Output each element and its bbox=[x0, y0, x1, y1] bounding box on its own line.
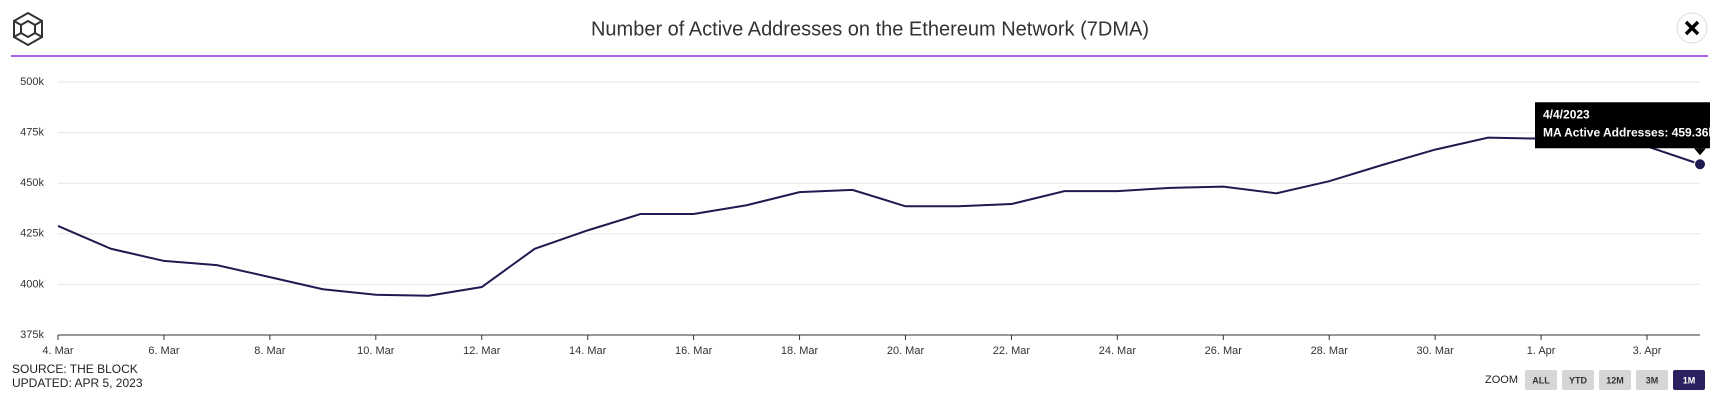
zoom-button-bg bbox=[1673, 370, 1705, 390]
chart-title: Number of Active Addresses on the Ethere… bbox=[591, 18, 1149, 40]
x-tick-label: 3. Apr bbox=[1633, 345, 1662, 357]
x-tick-label: 12. Mar bbox=[463, 345, 501, 357]
tooltip-box bbox=[1535, 102, 1710, 149]
zoom-button[interactable]: 1M bbox=[1673, 370, 1705, 390]
x-tick-label: 4. Mar bbox=[42, 345, 74, 357]
zoom-button[interactable]: YTD bbox=[1562, 370, 1594, 390]
tooltip-date: 4/4/2023 bbox=[1543, 107, 1590, 121]
zoom-button-label: YTD bbox=[1569, 375, 1588, 385]
x-tick-label: 28. Mar bbox=[1311, 345, 1349, 357]
x-tick-label: 18. Mar bbox=[781, 345, 819, 357]
x-tick-label: 6. Mar bbox=[148, 345, 180, 357]
updated: UPDATED: APR 5, 2023 bbox=[12, 376, 143, 390]
x-tick-label: 20. Mar bbox=[887, 345, 925, 357]
x-tick-label: 30. Mar bbox=[1417, 345, 1455, 357]
x-tick-label: 10. Mar bbox=[357, 345, 395, 357]
zoom-button-label: 12M bbox=[1606, 375, 1624, 385]
zoom-button-label: 3M bbox=[1646, 375, 1659, 385]
y-tick-label: 375k bbox=[20, 329, 44, 341]
logo bbox=[13, 11, 43, 47]
zoom-button-label: 1M bbox=[1683, 375, 1696, 385]
x-tick-label: 24. Mar bbox=[1099, 345, 1137, 357]
zoom-button[interactable]: ALL bbox=[1525, 370, 1557, 390]
tooltip-pointer bbox=[1694, 148, 1706, 156]
hover-point bbox=[1694, 158, 1706, 171]
zoom-buttons: ALL YTD 12M 3M 1M bbox=[1525, 370, 1705, 390]
zoom-button-bg bbox=[1636, 370, 1668, 390]
tooltip: 4/4/2023 MA Active Addresses: 459.36k bbox=[1535, 102, 1713, 156]
x-tick-label: 26. Mar bbox=[1205, 345, 1243, 357]
x-tick-label: 22. Mar bbox=[993, 345, 1031, 357]
y-tick-label: 425k bbox=[20, 228, 44, 240]
zoom-button[interactable]: 3M bbox=[1636, 370, 1668, 390]
x-tick-label: 1. Apr bbox=[1527, 345, 1556, 357]
zoom-button-label: ALL bbox=[1532, 375, 1550, 385]
data-line bbox=[57, 136, 1701, 297]
y-tick-label: 450k bbox=[20, 177, 44, 189]
source: SOURCE: THE BLOCK bbox=[12, 362, 138, 376]
zoom-button-bg bbox=[1599, 370, 1631, 390]
zoom-label: ZOOM bbox=[1485, 374, 1518, 386]
y-tick-label: 475k bbox=[20, 127, 44, 139]
zoom-button[interactable]: 12M bbox=[1599, 370, 1631, 390]
y-tick-label: 500k bbox=[20, 76, 44, 88]
tooltip-text: MA Active Addresses: 459.36k bbox=[1543, 125, 1713, 139]
zoom-button-bg bbox=[1562, 370, 1594, 390]
x-tick-label: 8. Mar bbox=[254, 345, 286, 357]
x-tick-label: 14. Mar bbox=[569, 345, 607, 357]
zoom-button-bg bbox=[1525, 370, 1557, 390]
close-button[interactable] bbox=[1676, 12, 1708, 44]
y-tick-label: 400k bbox=[20, 278, 44, 290]
x-tick-label: 16. Mar bbox=[675, 345, 713, 357]
